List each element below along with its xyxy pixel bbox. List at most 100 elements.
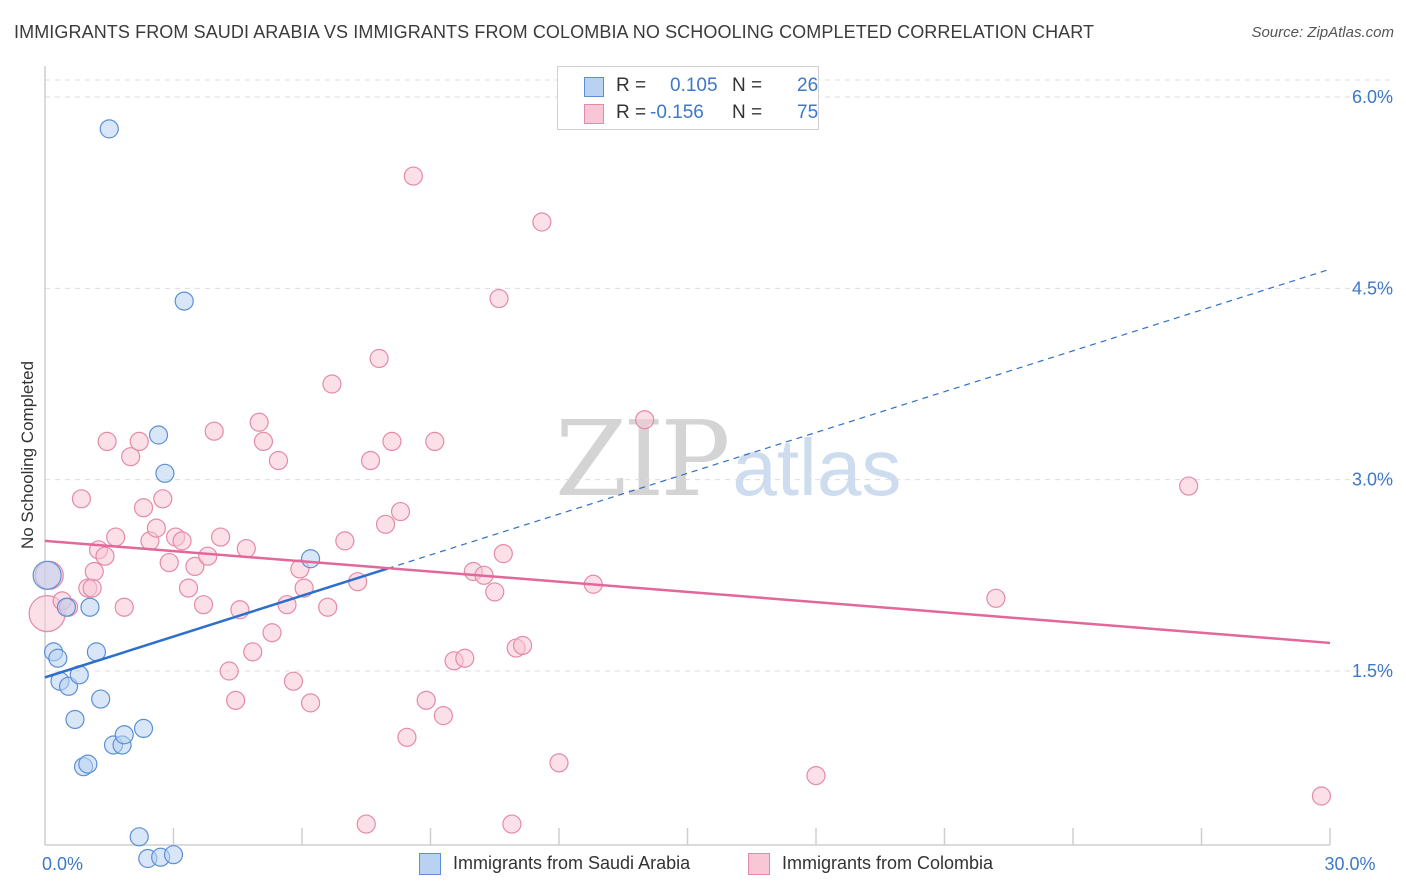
colombia-point	[249, 412, 269, 432]
colombia-point	[97, 431, 117, 451]
bottom-legend-label-saudi: Immigrants from Saudi Arabia	[453, 853, 691, 873]
colombia-point	[397, 727, 417, 747]
colombia-point	[253, 431, 274, 451]
colombia-point	[433, 706, 453, 726]
colombia-point	[322, 374, 342, 394]
colombia-point	[416, 690, 436, 710]
saudi-point	[65, 709, 85, 730]
x-tick-label: 30.0%	[1324, 854, 1375, 874]
colombia-point	[335, 531, 355, 551]
saudi-trend-line	[44, 567, 389, 679]
legend-n-value-saudi: 26	[797, 75, 819, 96]
colombia-point	[806, 765, 826, 786]
colombia-point	[425, 431, 445, 451]
colombia-point	[635, 410, 655, 430]
colombia-point	[300, 693, 321, 713]
colombia-point	[356, 814, 376, 834]
colombia-point	[211, 527, 231, 547]
chart-title: IMMIGRANTS FROM SAUDI ARABIA VS IMMIGRAN…	[14, 22, 1095, 42]
source-note: Source: ZipAtlas.com	[1251, 24, 1394, 41]
colombia-point	[403, 166, 423, 186]
colombia-point	[172, 531, 192, 551]
colombia-point	[318, 597, 338, 617]
y-axis-label-wrap: No Schooling Completed	[14, 361, 38, 549]
colombia-point	[204, 421, 224, 441]
colombia-point	[369, 348, 389, 369]
saudi-point	[48, 648, 68, 668]
legend-r-value-colombia: -0.156	[650, 102, 704, 123]
colombia-point	[153, 489, 173, 509]
legend-swatch-colombia	[584, 104, 604, 124]
colombia-point	[283, 671, 304, 691]
legend-r-value-saudi: 0.105	[670, 75, 718, 96]
saudi-point	[56, 597, 77, 617]
saudi-point	[300, 549, 321, 569]
saudi-point	[148, 425, 169, 445]
x-tick-label: 0.0%	[42, 854, 83, 874]
legend-r-label: R =	[616, 102, 647, 123]
colombia-point	[82, 578, 102, 598]
colombia-point	[185, 556, 205, 577]
correlation-legend: R = 0.105 N = 26 R = -0.156 N = 75	[557, 66, 819, 130]
watermark-atlas: atlas	[732, 423, 902, 512]
saudi-point	[133, 718, 154, 739]
colombia-point	[268, 450, 289, 471]
colombia-point	[193, 595, 214, 615]
colombia-point	[178, 578, 199, 598]
colombia-point	[243, 642, 263, 662]
colombia-point	[455, 648, 475, 668]
y-tick-label: 1.5%	[1352, 661, 1393, 681]
saudi-trend-extrapolation	[387, 268, 1331, 570]
colombia-point	[489, 288, 509, 309]
legend-swatch-saudi	[584, 77, 604, 97]
y-tick-label: 6.0%	[1352, 87, 1393, 107]
colombia-point	[1179, 476, 1199, 496]
colombia-point	[114, 597, 134, 617]
colombia-point	[512, 635, 533, 656]
colombia-point	[159, 552, 179, 573]
saudi-point	[129, 827, 149, 847]
saudi-point	[163, 845, 184, 865]
colombia-point	[226, 690, 246, 710]
colombia-point	[71, 489, 92, 509]
colombia-point	[382, 431, 402, 451]
colombia-point	[262, 623, 282, 643]
bottom-legend-swatch-saudi	[419, 853, 441, 875]
colombia-point	[986, 588, 1006, 608]
colombia-point	[219, 661, 239, 681]
colombia-point	[198, 546, 218, 566]
colombia-point	[106, 527, 126, 547]
bottom-legend-swatch-colombia	[748, 853, 770, 875]
saudi-point	[174, 291, 194, 311]
bottom-legend-label-colombia: Immigrants from Colombia	[782, 853, 994, 873]
colombia-point	[95, 546, 115, 566]
colombia-point	[236, 538, 256, 559]
colombia-point	[84, 561, 104, 582]
colombia-point	[146, 518, 166, 538]
colombia-point	[390, 501, 411, 522]
y-tick-label: 4.5%	[1352, 278, 1393, 298]
colombia-point	[532, 212, 552, 232]
colombia-point	[375, 514, 396, 534]
saudi-point	[32, 560, 62, 590]
legend-r-label: R =	[616, 75, 647, 96]
colombia-trend-line	[44, 539, 1331, 645]
colombia-point	[493, 544, 513, 564]
colombia-point	[485, 582, 505, 602]
colombia-point	[1311, 786, 1332, 806]
y-axis-label: No Schooling Completed	[18, 360, 37, 550]
colombia-point	[121, 447, 141, 467]
legend-n-label: N =	[732, 102, 763, 123]
saudi-point	[99, 119, 119, 139]
saudi-point	[78, 754, 98, 774]
y-tick-label: 3.0%	[1352, 470, 1393, 490]
saudi-point	[91, 689, 111, 709]
legend-n-label: N =	[732, 75, 763, 96]
colombia-point	[133, 498, 154, 518]
saudi-point	[114, 725, 134, 745]
colombia-point	[360, 450, 381, 471]
colombia-point	[549, 753, 569, 773]
saudi-point	[155, 463, 175, 483]
colombia-point	[129, 431, 149, 451]
